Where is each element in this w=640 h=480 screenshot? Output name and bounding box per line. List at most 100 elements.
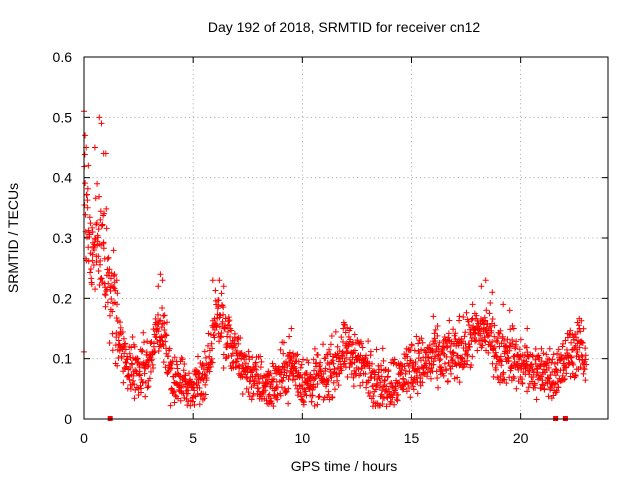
data-point xyxy=(93,220,100,227)
data-point xyxy=(494,338,501,345)
data-point xyxy=(290,350,297,357)
data-point xyxy=(270,376,277,383)
data-point xyxy=(157,271,164,278)
data-point xyxy=(88,281,95,288)
data-point xyxy=(540,382,547,389)
data-point xyxy=(138,348,145,355)
data-point xyxy=(263,397,270,404)
data-point xyxy=(209,277,216,284)
data-point xyxy=(262,387,269,394)
data-point xyxy=(168,360,175,367)
data-point xyxy=(310,356,317,363)
data-point xyxy=(283,388,290,395)
data-point xyxy=(370,392,377,399)
data-point xyxy=(141,339,148,346)
y-tick-label: 0.4 xyxy=(53,170,73,186)
data-point xyxy=(277,346,284,353)
data-point xyxy=(409,359,416,366)
data-point xyxy=(437,356,444,363)
data-point xyxy=(503,380,510,387)
data-point xyxy=(524,352,531,359)
data-point xyxy=(482,277,489,284)
data-point xyxy=(107,275,114,282)
data-point xyxy=(145,383,152,390)
data-point xyxy=(201,395,208,402)
data-point xyxy=(562,337,569,344)
data-point xyxy=(505,357,512,364)
data-point xyxy=(284,362,291,369)
data-point xyxy=(329,357,336,364)
data-point xyxy=(311,402,318,409)
data-point xyxy=(170,389,177,396)
data-point xyxy=(572,372,579,379)
data-point xyxy=(286,333,293,340)
data-point xyxy=(507,326,514,333)
data-point xyxy=(210,331,217,338)
data-point xyxy=(174,370,181,377)
data-point xyxy=(161,326,168,333)
data-point xyxy=(334,364,341,371)
data-point xyxy=(201,371,208,378)
data-point xyxy=(141,370,148,377)
data-point xyxy=(328,332,335,339)
data-point xyxy=(184,402,191,409)
data-point xyxy=(322,355,329,362)
data-point xyxy=(546,378,553,385)
data-point xyxy=(391,356,398,363)
data-point xyxy=(575,322,582,329)
data-point xyxy=(568,339,575,346)
data-point xyxy=(331,386,338,393)
data-point xyxy=(212,287,219,294)
data-point xyxy=(548,359,555,366)
data-point xyxy=(447,342,454,349)
data-point xyxy=(465,346,472,353)
data-point xyxy=(444,343,451,350)
data-point xyxy=(450,350,457,357)
data-point xyxy=(97,276,104,283)
data-point xyxy=(473,312,480,319)
data-point xyxy=(322,365,329,372)
data-point xyxy=(536,354,543,361)
data-point xyxy=(311,376,318,383)
data-point xyxy=(487,343,494,350)
data-point xyxy=(379,401,386,408)
data-point xyxy=(445,334,452,341)
data-point xyxy=(216,277,223,284)
data-point xyxy=(144,338,151,345)
data-point xyxy=(96,193,103,200)
data-point xyxy=(519,380,526,387)
data-point xyxy=(222,315,229,322)
data-point xyxy=(203,360,210,367)
data-point xyxy=(105,280,112,287)
data-point xyxy=(109,330,116,337)
data-point xyxy=(576,344,583,351)
data-point xyxy=(363,352,370,359)
data-point xyxy=(280,350,287,357)
data-point xyxy=(500,369,507,376)
data-point xyxy=(574,340,581,347)
data-point xyxy=(438,368,445,375)
data-point xyxy=(157,317,164,324)
data-point xyxy=(217,312,224,319)
data-point xyxy=(334,377,341,384)
data-point xyxy=(126,376,133,383)
data-point xyxy=(250,390,257,397)
data-point xyxy=(216,338,223,345)
data-point xyxy=(211,315,218,322)
data-point xyxy=(468,337,475,344)
data-point xyxy=(434,323,441,329)
data-point xyxy=(541,385,548,392)
data-point xyxy=(129,334,136,341)
data-point xyxy=(89,224,96,231)
data-point xyxy=(570,361,577,368)
data-point xyxy=(477,332,484,339)
data-point xyxy=(191,387,198,394)
data-point xyxy=(253,366,260,373)
data-point xyxy=(129,354,136,361)
data-point xyxy=(578,339,585,346)
data-point xyxy=(248,396,255,403)
data-point xyxy=(485,349,492,356)
data-point xyxy=(523,358,530,365)
data-point xyxy=(440,372,447,379)
y-tick-label: 0.5 xyxy=(53,109,73,125)
